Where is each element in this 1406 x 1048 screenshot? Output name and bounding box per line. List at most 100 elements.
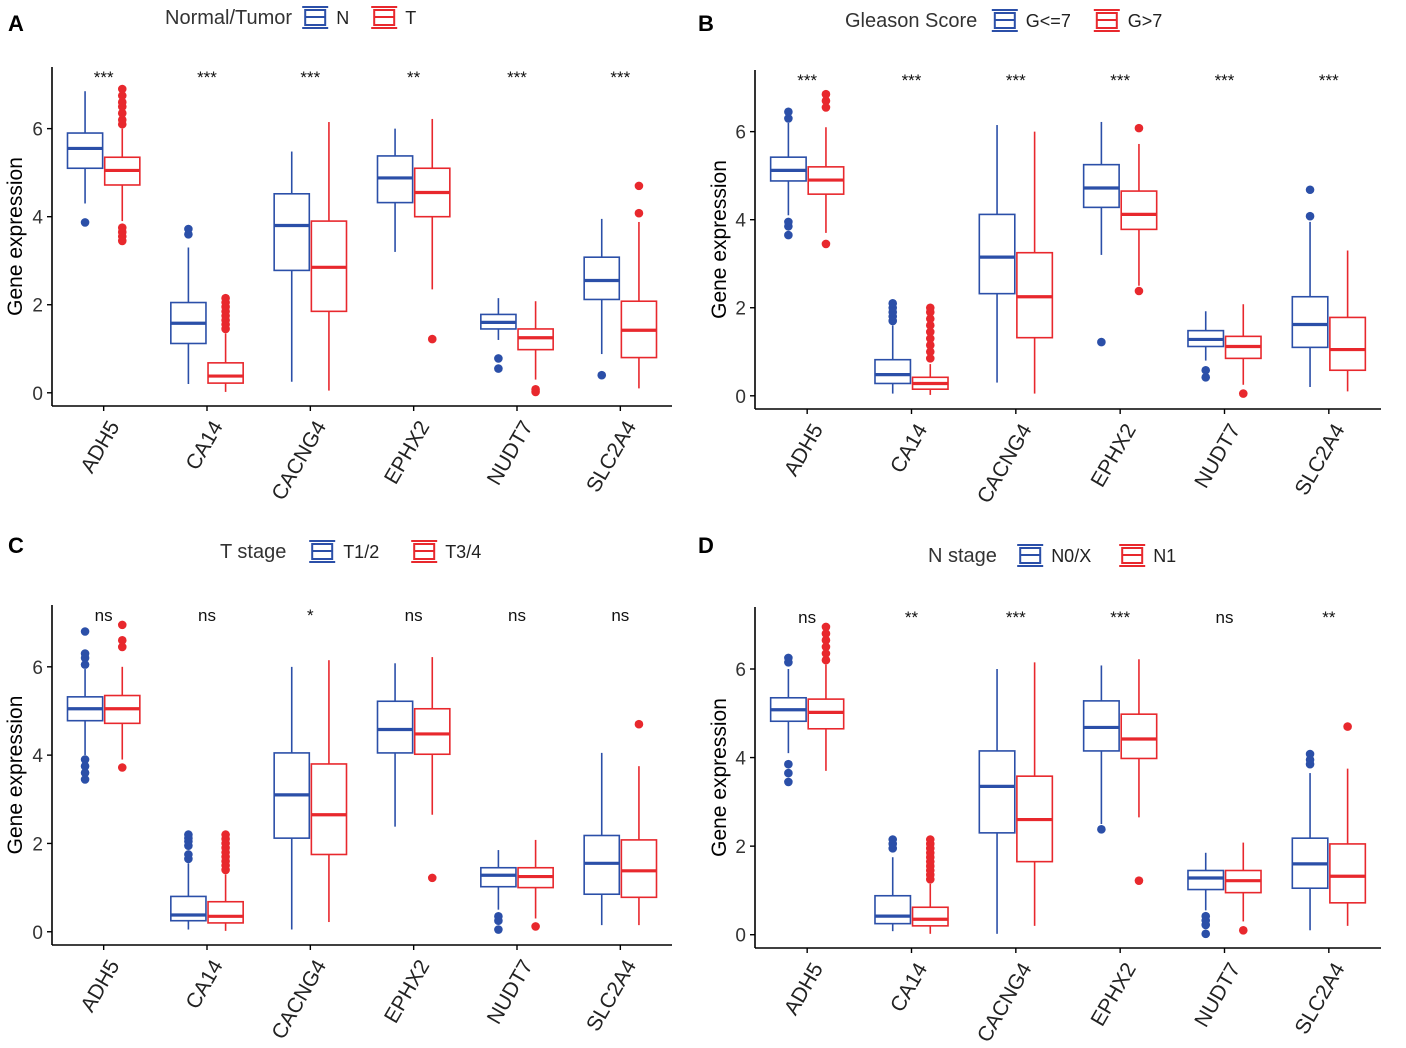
box-body: [978, 213, 1016, 295]
significance-label: ns: [1216, 608, 1234, 627]
y-tick-label: 6: [735, 660, 746, 681]
category-ADH5: ns ADH5: [66, 606, 141, 1016]
outlier-point: [784, 768, 793, 778]
category-ADH5: *** ADH5: [769, 71, 845, 480]
significance-label: ***: [197, 68, 217, 87]
x-tick-label: SLC2A4: [582, 417, 641, 497]
box-body: [170, 895, 207, 922]
significance-label: **: [407, 68, 421, 87]
box-G>7: [911, 303, 949, 395]
box-T1/2: [583, 752, 621, 926]
box-body: [911, 906, 949, 927]
box-T3/4: [310, 660, 348, 923]
y-axis-label: Gene expression: [708, 698, 731, 857]
box-G<=7: [1291, 185, 1329, 387]
y-axis-label: Gene expression: [708, 160, 731, 319]
outlier-point: [1238, 389, 1248, 398]
y-tick-label: 4: [32, 208, 43, 229]
x-tick-label: ADH5: [780, 420, 828, 480]
outlier-point: [1201, 373, 1211, 382]
category-CA14: *** CA14: [170, 68, 244, 474]
box-N0/X: [978, 669, 1016, 934]
x-tick-label: CACNG4: [267, 417, 331, 505]
box-N0/X: [1082, 665, 1120, 834]
box-body: [480, 866, 517, 888]
box-N1: [911, 835, 949, 934]
box-body: [1291, 295, 1329, 349]
outlier-point: [784, 230, 793, 240]
y-axis-label: Gene expression: [4, 696, 27, 855]
outlier-point: [1134, 123, 1144, 133]
box-body: [620, 839, 658, 899]
significance-label: *: [307, 606, 314, 625]
category-CACNG4: *** CACNG4: [267, 68, 348, 505]
legend-label: N: [336, 8, 349, 28]
box-T1/2: [480, 850, 517, 934]
x-tick-label: EPHX2: [380, 956, 434, 1027]
outlier-point: [888, 299, 898, 308]
significance-label: ns: [798, 608, 816, 627]
legend-label: T: [405, 8, 416, 28]
legend-title: N stage: [928, 545, 997, 567]
outlier-point: [925, 327, 935, 337]
box-T3/4: [103, 620, 141, 772]
box-N0/X: [874, 835, 912, 932]
box-T: [413, 118, 451, 344]
outlier-point: [117, 97, 127, 107]
category-NUDT7: *** NUDT7: [480, 68, 554, 489]
outlier-point: [80, 768, 90, 778]
box-T1/2: [66, 627, 104, 784]
box-N: [273, 151, 311, 382]
y-tick-label: 0: [32, 923, 43, 944]
x-tick-label: SLC2A4: [1291, 959, 1350, 1039]
box-G<=7: [978, 125, 1016, 383]
category-SLC2A4: ** SLC2A4: [1291, 608, 1367, 1039]
box-T: [207, 293, 244, 392]
panel-label: D: [698, 533, 714, 558]
outlier-point: [221, 830, 230, 839]
outlier-point: [80, 660, 90, 669]
x-tick-label: CA14: [182, 956, 228, 1013]
y-tick-label: 4: [32, 746, 43, 767]
box-body: [978, 750, 1016, 834]
outlier-point: [634, 208, 644, 218]
x-tick-label: ADH5: [76, 956, 124, 1016]
box-body: [310, 763, 348, 856]
outlier-point: [821, 629, 831, 638]
outlier-point: [80, 761, 90, 771]
box-body: [1082, 163, 1120, 209]
category-CACNG4: *** CACNG4: [973, 608, 1054, 1046]
box-N: [170, 224, 207, 384]
legend-label: N0/X: [1051, 546, 1091, 566]
outlier-point: [494, 911, 503, 921]
box-N1: [1016, 662, 1054, 926]
outlier-point: [531, 922, 540, 931]
x-tick-label: SLC2A4: [582, 956, 641, 1036]
box-N1: [807, 622, 845, 771]
y-axis-label: Gene expression: [4, 157, 27, 316]
significance-label: ns: [611, 606, 629, 625]
x-tick-label: EPHX2: [1087, 420, 1141, 491]
y-tick-label: 6: [32, 658, 43, 679]
category-SLC2A4: ns SLC2A4: [582, 606, 658, 1036]
legend: Gleason Score G<=7 G>7: [845, 9, 1162, 32]
box-T1/2: [273, 666, 311, 930]
box-body: [207, 362, 244, 384]
category-NUDT7: *** NUDT7: [1187, 71, 1262, 492]
x-tick-label: CACNG4: [267, 956, 331, 1044]
outlier-point: [784, 217, 793, 227]
box-T: [620, 181, 658, 389]
outlier-point: [1238, 925, 1248, 935]
category-ADH5: ns ADH5: [769, 608, 845, 1019]
y-tick-label: 6: [735, 123, 746, 144]
x-tick-label: NUDT7: [483, 417, 538, 489]
x-tick-label: ADH5: [76, 417, 124, 477]
y-tick-label: 0: [735, 926, 746, 947]
outlier-point: [821, 103, 831, 112]
outlier-point: [80, 627, 90, 636]
outlier-point: [925, 354, 935, 363]
significance-label: ns: [405, 606, 423, 625]
